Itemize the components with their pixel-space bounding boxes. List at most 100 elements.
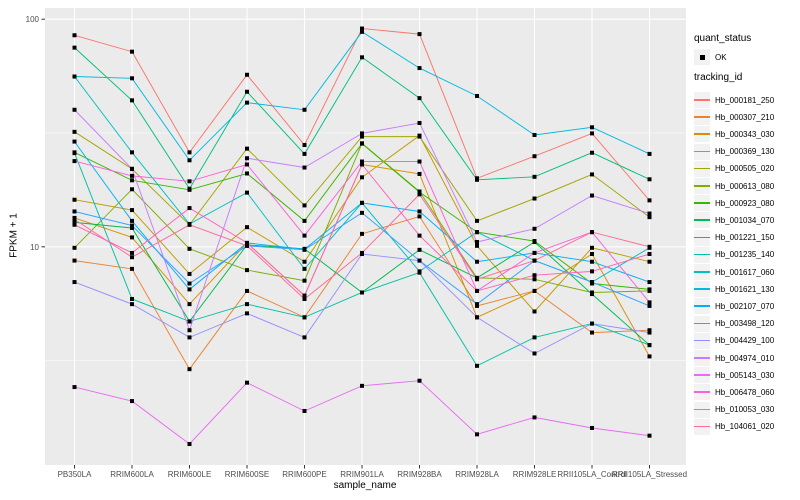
legend-item-label: Hb_000181_250	[715, 95, 775, 105]
x-tick-label: RRIM600PE	[282, 470, 326, 479]
legend-line-icon	[694, 185, 710, 187]
data-point	[302, 203, 307, 208]
plot-panel	[45, 8, 686, 465]
data-point	[245, 171, 249, 176]
data-point	[532, 226, 537, 231]
x-tick-label: RRII105LA_Stressed	[612, 470, 687, 479]
data-point	[360, 210, 364, 215]
data-point	[590, 425, 594, 430]
data-point	[187, 319, 192, 324]
legend-line-icon	[694, 339, 710, 342]
data-point	[130, 76, 134, 81]
data-point	[187, 287, 192, 292]
data-point	[475, 259, 479, 264]
legend-line-icon	[694, 150, 710, 153]
data-point	[532, 415, 537, 420]
data-point	[130, 187, 134, 192]
data-point	[360, 383, 364, 388]
data-point	[302, 266, 307, 271]
data-point	[302, 296, 307, 301]
data-point	[532, 239, 537, 244]
data-point	[130, 235, 134, 240]
data-point	[417, 378, 422, 383]
legend-item-Hb_001617_060: Hb_001617_060	[694, 264, 774, 280]
x-tick-label: RRIM600LE	[168, 470, 212, 479]
y-tick-label: 10	[30, 243, 39, 252]
data-point	[532, 277, 537, 282]
data-point	[130, 302, 134, 307]
data-point	[647, 211, 652, 216]
legend-item-Hb_000181_250: Hb_000181_250	[694, 92, 774, 108]
data-point	[245, 72, 249, 77]
data-point	[245, 225, 249, 230]
data-point	[360, 131, 364, 136]
data-point	[187, 271, 192, 276]
data-point	[302, 247, 307, 252]
legend-key-swatch	[694, 332, 710, 349]
data-point	[360, 175, 364, 180]
legend-key-swatch	[694, 109, 710, 126]
legend-line-icon	[694, 271, 710, 273]
data-point	[417, 159, 422, 164]
data-point	[72, 74, 77, 79]
legend-key-swatch	[694, 246, 710, 263]
data-point	[72, 107, 77, 112]
data-point	[245, 243, 249, 248]
data-point	[245, 240, 249, 245]
data-point	[72, 197, 77, 202]
data-point	[647, 244, 652, 249]
legend-key-swatch	[694, 229, 710, 246]
data-point	[590, 321, 594, 326]
data-point	[360, 162, 364, 167]
legend-line-icon	[694, 219, 710, 221]
legend-line-icon	[694, 408, 710, 411]
legend-line-icon	[694, 253, 710, 256]
legend-key-ok	[694, 49, 710, 65]
data-point	[532, 335, 537, 340]
legend-item-Hb_000343_030: Hb_000343_030	[694, 126, 775, 143]
data-point	[360, 231, 364, 236]
data-point	[187, 442, 192, 447]
data-point	[360, 26, 364, 31]
data-point	[187, 186, 192, 191]
legend-title-tracking-id: tracking_id	[694, 72, 743, 83]
legend-line-icon	[694, 391, 710, 393]
legend-item-label: Hb_000505_020	[715, 164, 775, 174]
data-point	[245, 190, 249, 195]
data-point	[647, 251, 652, 256]
data-point	[532, 196, 537, 201]
legend-key-swatch	[694, 212, 710, 229]
data-point	[532, 250, 537, 255]
data-point	[475, 93, 479, 98]
data-point	[72, 33, 77, 38]
legend-line-icon	[694, 167, 710, 170]
data-point	[302, 218, 307, 223]
x-axis-title: sample_name	[333, 480, 397, 491]
data-point	[475, 239, 479, 244]
legend-line-icon	[694, 236, 710, 239]
data-point	[72, 245, 77, 250]
legend-item-label: Hb_010053_030	[715, 405, 775, 415]
data-point	[475, 302, 479, 307]
data-point	[187, 367, 192, 372]
data-point	[187, 179, 192, 184]
data-point	[72, 280, 77, 285]
data-point	[130, 223, 134, 228]
legend-key-swatch	[694, 350, 710, 366]
data-point	[130, 250, 134, 255]
legend-item-label: Hb_000369_130	[715, 147, 775, 157]
data-point	[130, 296, 134, 301]
legend-item-Hb_000613_080: Hb_000613_080	[694, 178, 774, 194]
data-point	[302, 335, 307, 340]
data-point	[417, 258, 422, 263]
x-tick-label: RRII105LA_Control	[557, 470, 627, 479]
legend-item-label: Hb_000343_030	[715, 129, 775, 139]
data-point	[647, 354, 652, 359]
data-point	[532, 154, 537, 159]
data-point	[590, 292, 594, 297]
data-point	[245, 146, 249, 151]
data-point	[532, 273, 537, 278]
legend-line-icon	[694, 133, 710, 135]
y-axis-title: FPKM + 1	[8, 213, 20, 258]
legend-item-Hb_003498_120: Hb_003498_120	[694, 315, 774, 332]
